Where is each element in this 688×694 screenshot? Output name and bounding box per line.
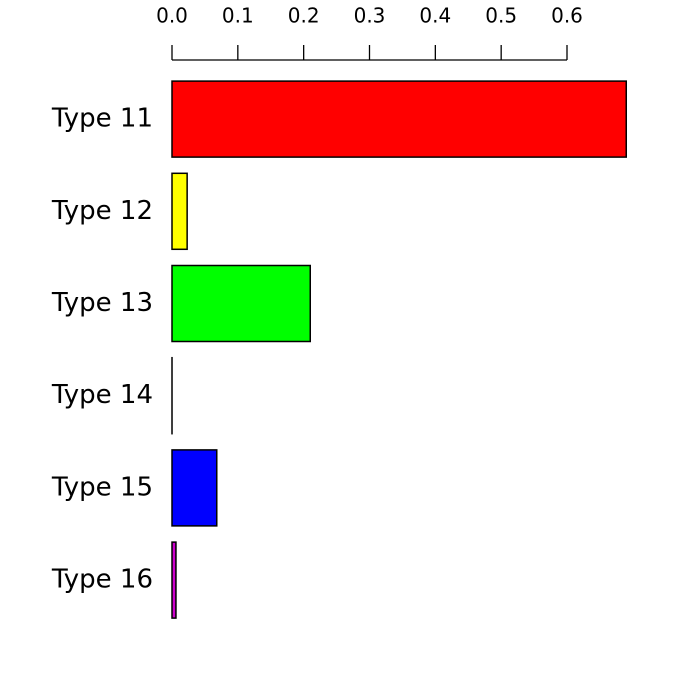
x-tick-label: 0.5	[485, 4, 517, 28]
x-tick-label: 0.2	[288, 4, 320, 28]
x-tick-label: 0.3	[354, 4, 386, 28]
y-tick-label: Type 13	[51, 288, 153, 318]
x-tick-label: 0.0	[156, 4, 188, 28]
x-tick-label: 0.6	[551, 4, 583, 28]
y-tick-label: Type 14	[51, 380, 153, 410]
y-tick-label: Type 11	[51, 104, 153, 134]
y-tick-label: Type 15	[51, 472, 153, 502]
bar	[171, 80, 627, 158]
bar	[171, 541, 177, 619]
y-tick-label: Type 16	[51, 565, 153, 595]
bar	[171, 264, 311, 343]
x-tick-label: 0.1	[222, 4, 254, 28]
y-tick-label: Type 12	[51, 196, 153, 226]
bar	[171, 172, 188, 251]
x-tick-label: 0.4	[419, 4, 451, 28]
bar	[171, 449, 218, 527]
